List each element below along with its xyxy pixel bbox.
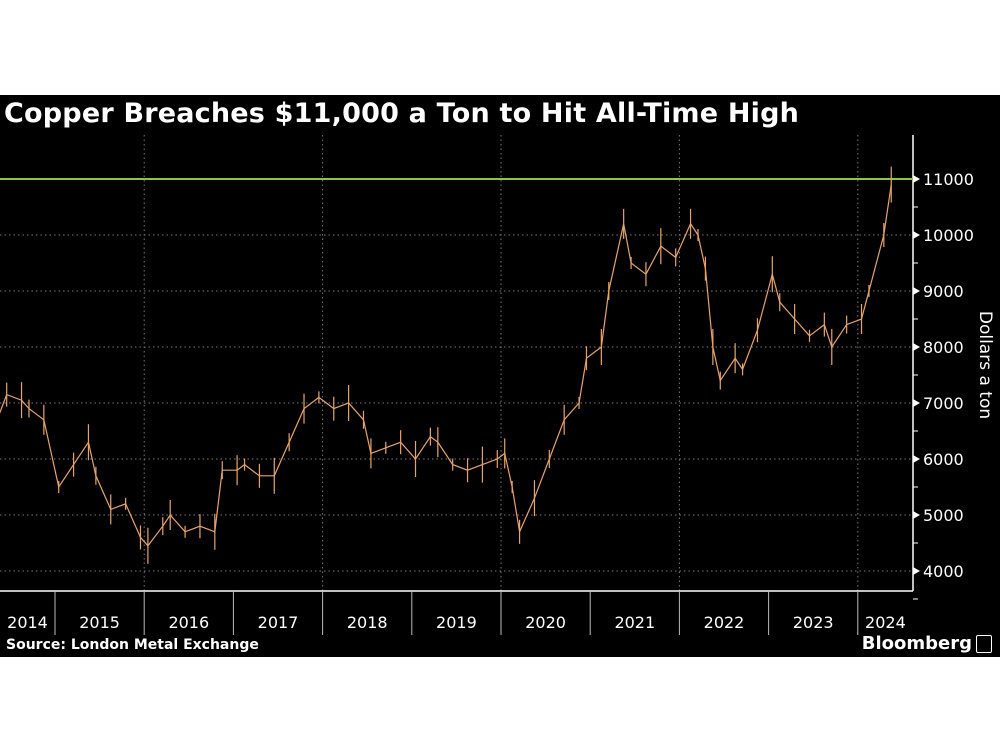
y-tick-marker — [913, 455, 920, 463]
bar-chart-icon — [976, 634, 992, 653]
x-tick-label: 2024 — [865, 613, 906, 632]
y-tick-label: 11000 — [923, 170, 974, 189]
x-tick-label: 2017 — [258, 613, 299, 632]
y-tick-label: 7000 — [923, 394, 964, 413]
y-tick-marker — [913, 511, 920, 519]
x-tick-label: 2019 — [436, 613, 477, 632]
chart-panel — [0, 95, 1000, 657]
bloomberg-logo: Bloomberg — [862, 633, 992, 654]
y-tick-marker — [913, 175, 920, 183]
price-series-line — [0, 184, 892, 547]
x-tick-label: 2015 — [79, 613, 120, 632]
y-tick-label: 6000 — [923, 450, 964, 469]
chart-title: Copper Breaches $11,000 a Ton to Hit All… — [4, 98, 800, 129]
y-tick-label: 4000 — [923, 562, 964, 581]
y-tick-marker — [913, 399, 920, 407]
y-tick-label: 8000 — [923, 338, 964, 357]
y-tick-marker — [913, 567, 920, 575]
y-tick-marker — [913, 231, 920, 239]
y-tick-marker — [913, 343, 920, 351]
source-note: Source: London Metal Exchange — [6, 637, 259, 653]
x-tick-label: 2018 — [347, 613, 388, 632]
y-axis-label: Dollars a ton — [975, 310, 995, 420]
y-tick-label: 10000 — [923, 226, 974, 245]
x-tick-label: 2020 — [525, 613, 566, 632]
x-tick-label: 2022 — [704, 613, 745, 632]
y-tick-label: 9000 — [923, 282, 964, 301]
x-tick-label: 2016 — [168, 613, 209, 632]
brand-name: Bloomberg — [861, 633, 972, 654]
x-tick-label: 2023 — [793, 613, 834, 632]
y-tick-label: 5000 — [923, 506, 964, 525]
y-tick-marker — [913, 287, 920, 295]
x-tick-label: 2021 — [614, 613, 655, 632]
x-tick-label: 2014 — [7, 613, 48, 632]
